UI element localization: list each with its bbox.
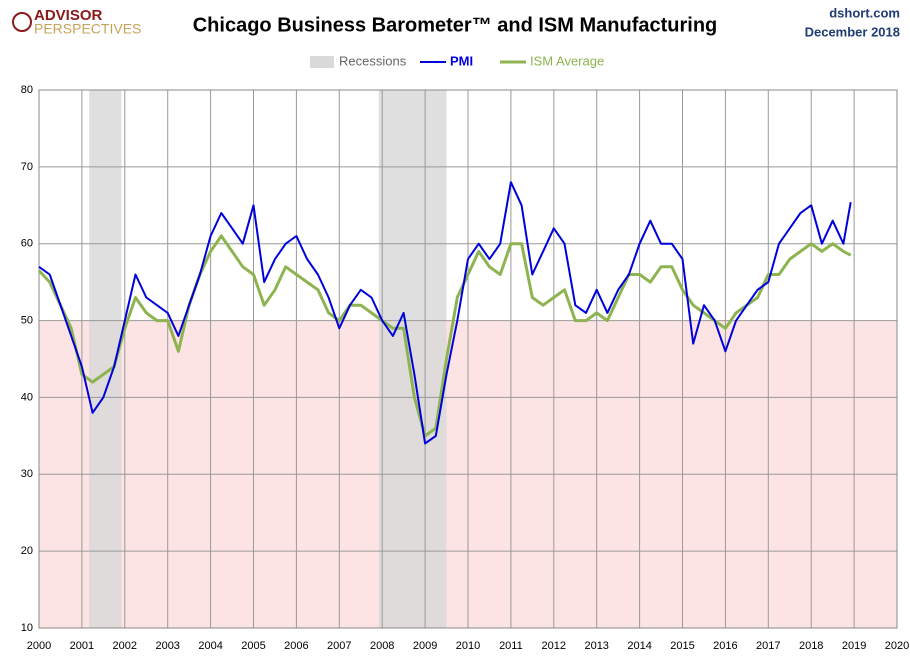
legend-label: Recessions	[339, 53, 407, 68]
x-tick-label: 2005	[241, 640, 265, 652]
x-tick-label: 2001	[70, 640, 94, 652]
series-line	[37, 234, 852, 438]
x-tick-label: 2019	[842, 640, 866, 652]
site: dshort.com	[829, 5, 900, 20]
logo-top: ADVISOR	[34, 7, 103, 24]
y-tick-label: 30	[21, 468, 33, 480]
x-tick-label: 2008	[370, 640, 394, 652]
x-tick-label: 2000	[27, 640, 51, 652]
x-tick-label: 2011	[499, 640, 523, 652]
chart-title: Chicago Business Barometer™ and ISM Manu…	[193, 14, 718, 36]
x-tick-label: 2018	[799, 640, 823, 652]
x-tick-label: 2017	[756, 640, 780, 652]
x-tick-label: 2009	[413, 640, 437, 652]
x-tick-label: 2020	[885, 640, 909, 652]
series-line	[38, 181, 852, 445]
x-tick-label: 2007	[327, 640, 351, 652]
logo-bottom: PERSPECTIVES	[34, 21, 141, 37]
date: December 2018	[805, 24, 900, 39]
x-tick-label: 2010	[456, 640, 480, 652]
x-tick-label: 2003	[155, 640, 179, 652]
x-tick-label: 2004	[198, 640, 222, 652]
logo-icon	[12, 12, 32, 32]
x-tick-label: 2013	[584, 640, 608, 652]
x-tick-label: 2002	[113, 640, 137, 652]
x-tick-label: 2015	[670, 640, 694, 652]
y-tick-label: 50	[21, 314, 33, 326]
x-tick-label: 2014	[627, 640, 651, 652]
legend-label: ISM Average	[530, 53, 604, 68]
y-tick-label: 70	[21, 161, 33, 173]
plot-border	[38, 89, 898, 629]
y-tick-label: 10	[21, 622, 33, 634]
legend-label: PMI	[450, 53, 473, 68]
y-tick-label: 60	[21, 238, 33, 250]
x-tick-label: 2006	[284, 640, 308, 652]
y-tick-label: 20	[21, 545, 33, 557]
x-tick-label: 2012	[542, 640, 566, 652]
y-tick-label: 40	[21, 391, 33, 403]
y-tick-label: 80	[21, 84, 33, 96]
x-tick-label: 2016	[713, 640, 737, 652]
legend-swatch	[310, 56, 334, 68]
